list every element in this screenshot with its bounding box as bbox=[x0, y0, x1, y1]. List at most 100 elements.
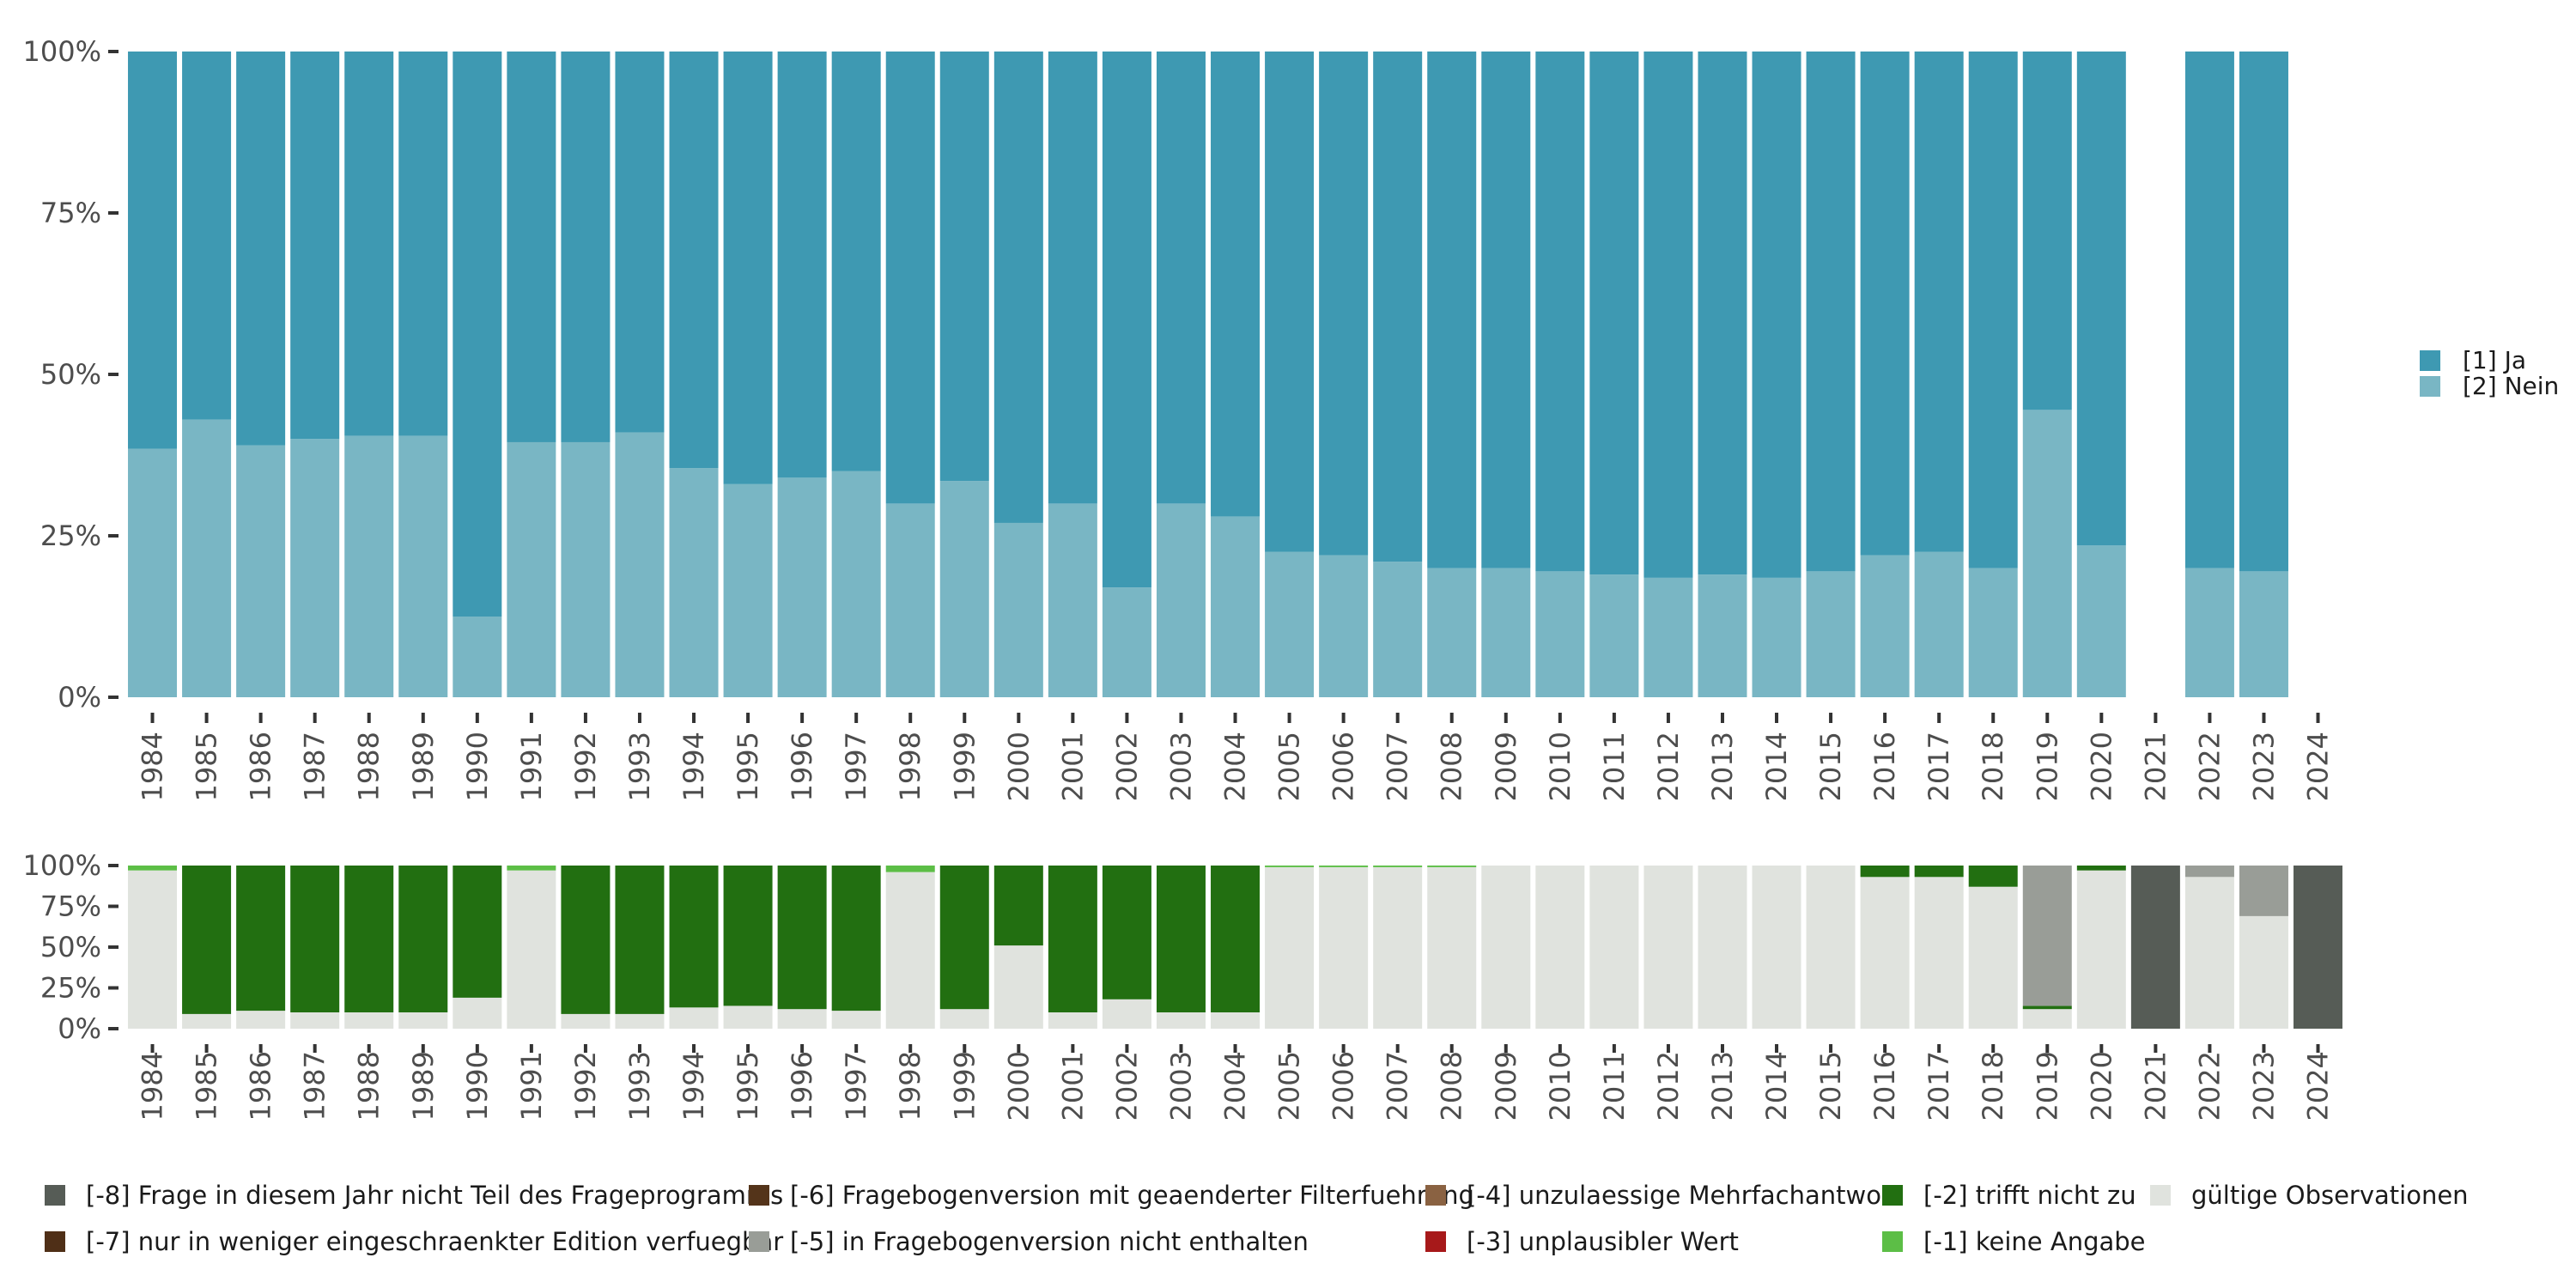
bottom-x-tick-label-2017: 2017 bbox=[1923, 1051, 1955, 1121]
bottom-legend-label-3: [-5] in Fragebogenversion nicht enthalte… bbox=[790, 1227, 1309, 1256]
bottom-bar-1985-[-2] trifft nicht zu bbox=[182, 866, 232, 1014]
top-x-tick-label-1995: 1995 bbox=[732, 732, 764, 801]
bottom-bar-2022-[-5] in Fragebogenversion nicht enthalten bbox=[2184, 866, 2234, 878]
bottom-bar-1988-gültige Observationen bbox=[344, 1012, 394, 1029]
bottom-legend-swatch-4 bbox=[1425, 1185, 1446, 1206]
top-x-tick-label-2004: 2004 bbox=[1219, 732, 1252, 801]
top-bar-1987-[1] Ja bbox=[290, 52, 340, 440]
top-bar-2008-[1] Ja bbox=[1427, 52, 1477, 568]
bottom-bar-2019-[-2] trifft nicht zu bbox=[2022, 1005, 2072, 1010]
bottom-bar-1986-[-2] trifft nicht zu bbox=[236, 866, 286, 1012]
top-bar-2004-[2] Nein bbox=[1211, 516, 1261, 697]
bottom-x-tick-label-2014: 2014 bbox=[1760, 1051, 1793, 1121]
bottom-x-tick-label-2010: 2010 bbox=[1544, 1051, 1577, 1121]
bottom-bar-2000-[-2] trifft nicht zu bbox=[993, 866, 1043, 946]
bottom-bar-2002-gültige Observationen bbox=[1102, 999, 1151, 1029]
top-bar-2013-[2] Nein bbox=[1698, 574, 1747, 697]
bottom-bar-1998-[-1] keine Angabe bbox=[885, 866, 935, 872]
top-bar-2002-[1] Ja bbox=[1102, 52, 1151, 588]
top-x-tick-label-2011: 2011 bbox=[1598, 732, 1631, 801]
top-x-tick-label-2021: 2021 bbox=[2139, 732, 2172, 801]
top-bar-1991-[2] Nein bbox=[507, 441, 556, 697]
top-bar-1990-[1] Ja bbox=[453, 52, 502, 617]
bottom-x-tick-label-2003: 2003 bbox=[1164, 1051, 1197, 1121]
bottom-x-tick-label-2012: 2012 bbox=[1652, 1051, 1685, 1121]
bottom-bar-2017-gültige Observationen bbox=[1914, 877, 1964, 1029]
top-bar-1989-[2] Nein bbox=[398, 435, 448, 697]
top-x-tick-label-1989: 1989 bbox=[407, 732, 440, 801]
top-x-tick-label-1992: 1992 bbox=[569, 732, 602, 801]
bottom-x-tick-label-1993: 1993 bbox=[623, 1051, 656, 1121]
top-x-tick-label-2024: 2024 bbox=[2302, 732, 2335, 801]
top-x-tick-label-1999: 1999 bbox=[948, 732, 981, 801]
bottom-legend-swatch-1 bbox=[45, 1231, 65, 1252]
bottom-x-tick-label-2018: 2018 bbox=[1977, 1051, 2009, 1121]
top-x-tick-label-2015: 2015 bbox=[1814, 732, 1847, 801]
top-bar-1987-[2] Nein bbox=[290, 439, 340, 697]
bottom-x-tick-label-1994: 1994 bbox=[677, 1051, 710, 1121]
top-bar-2018-[2] Nein bbox=[1968, 568, 2018, 697]
top-bar-2004-[1] Ja bbox=[1211, 52, 1261, 517]
top-bar-1999-[1] Ja bbox=[939, 52, 989, 482]
top-bar-2006-[1] Ja bbox=[1319, 52, 1369, 556]
top-bar-2019-[2] Nein bbox=[2022, 410, 2072, 697]
bottom-bar-2003-gültige Observationen bbox=[1156, 1012, 1206, 1029]
top-x-tick-label-1991: 1991 bbox=[515, 732, 548, 801]
bottom-legend-label-2: [-6] Fragebogenversion mit geaenderter F… bbox=[790, 1181, 1474, 1210]
top-bar-1991-[1] Ja bbox=[507, 52, 556, 442]
bottom-bar-2010-gültige Observationen bbox=[1535, 866, 1585, 1029]
top-x-tick-label-1986: 1986 bbox=[245, 732, 277, 801]
bottom-bar-2019-[-5] in Fragebogenversion nicht enthalten bbox=[2022, 866, 2072, 1006]
top-bar-2010-[2] Nein bbox=[1535, 571, 1585, 697]
top-bar-2017-[2] Nein bbox=[1914, 551, 1964, 697]
bottom-bar-2005-gültige Observationen bbox=[1265, 866, 1315, 1029]
top-x-tick-label-2019: 2019 bbox=[2031, 732, 2063, 801]
top-x-tick-label-2003: 2003 bbox=[1164, 732, 1197, 801]
top-bar-1986-[1] Ja bbox=[236, 52, 286, 446]
bottom-bar-1984-gültige Observationen bbox=[128, 870, 178, 1029]
bottom-bar-1984-[-1] keine Angabe bbox=[128, 866, 178, 871]
top-x-tick-label-2022: 2022 bbox=[2193, 732, 2226, 801]
top-legend-label-1: [2] Nein bbox=[2463, 372, 2559, 400]
top-bar-1998-[2] Nein bbox=[885, 503, 935, 697]
top-bar-1995-[1] Ja bbox=[723, 52, 773, 484]
bottom-bar-2001-gültige Observationen bbox=[1048, 1012, 1097, 1029]
bottom-legend-swatch-3 bbox=[749, 1231, 769, 1252]
bottom-x-tick-label-1997: 1997 bbox=[840, 1051, 872, 1121]
bottom-bar-2019-gültige Observationen bbox=[2022, 1009, 2072, 1029]
top-bar-2000-[2] Nein bbox=[993, 522, 1043, 697]
bottom-bar-2004-gültige Observationen bbox=[1211, 1012, 1261, 1029]
top-bar-2007-[1] Ja bbox=[1373, 52, 1423, 562]
top-bar-2011-[2] Nein bbox=[1589, 574, 1639, 697]
top-x-tick-label-2018: 2018 bbox=[1977, 732, 2009, 801]
bottom-bar-1994-[-2] trifft nicht zu bbox=[669, 866, 719, 1008]
bottom-bar-1995-gültige Observationen bbox=[723, 1005, 773, 1029]
top-bar-2015-[1] Ja bbox=[1806, 52, 1856, 572]
top-bar-1989-[1] Ja bbox=[398, 52, 448, 436]
top-bar-2012-[1] Ja bbox=[1643, 52, 1693, 578]
bottom-bar-2015-gültige Observationen bbox=[1806, 866, 1856, 1029]
top-y-tick-label: 100% bbox=[23, 35, 101, 68]
top-x-tick-label-1998: 1998 bbox=[894, 732, 927, 801]
bottom-bar-2002-[-2] trifft nicht zu bbox=[1102, 866, 1151, 999]
top-bar-1996-[1] Ja bbox=[777, 52, 827, 478]
bottom-x-tick-label-1986: 1986 bbox=[245, 1051, 277, 1121]
top-x-tick-label-2013: 2013 bbox=[1706, 732, 1739, 801]
top-bar-2017-[1] Ja bbox=[1914, 52, 1964, 552]
bottom-y-tick-label: 0% bbox=[58, 1012, 101, 1045]
top-bar-2008-[2] Nein bbox=[1427, 568, 1477, 697]
bottom-bar-2007-gültige Observationen bbox=[1373, 866, 1423, 1029]
bottom-x-tick-label-1989: 1989 bbox=[407, 1051, 440, 1121]
bottom-bar-2012-gültige Observationen bbox=[1643, 866, 1693, 1029]
bottom-bar-1993-[-2] trifft nicht zu bbox=[615, 866, 665, 1014]
top-bar-1998-[1] Ja bbox=[885, 52, 935, 504]
top-bar-1985-[1] Ja bbox=[182, 52, 232, 420]
top-bar-2005-[1] Ja bbox=[1265, 52, 1315, 552]
bottom-x-tick-label-2022: 2022 bbox=[2193, 1051, 2226, 1121]
bottom-legend-swatch-8 bbox=[2150, 1185, 2171, 1206]
bottom-legend: [-8] Frage in diesem Jahr nicht Teil des… bbox=[45, 1181, 2469, 1256]
bottom-bar-1991-gültige Observationen bbox=[507, 870, 556, 1029]
top-bar-2001-[1] Ja bbox=[1048, 52, 1097, 504]
bottom-x-tick-label-2006: 2006 bbox=[1327, 1051, 1360, 1121]
